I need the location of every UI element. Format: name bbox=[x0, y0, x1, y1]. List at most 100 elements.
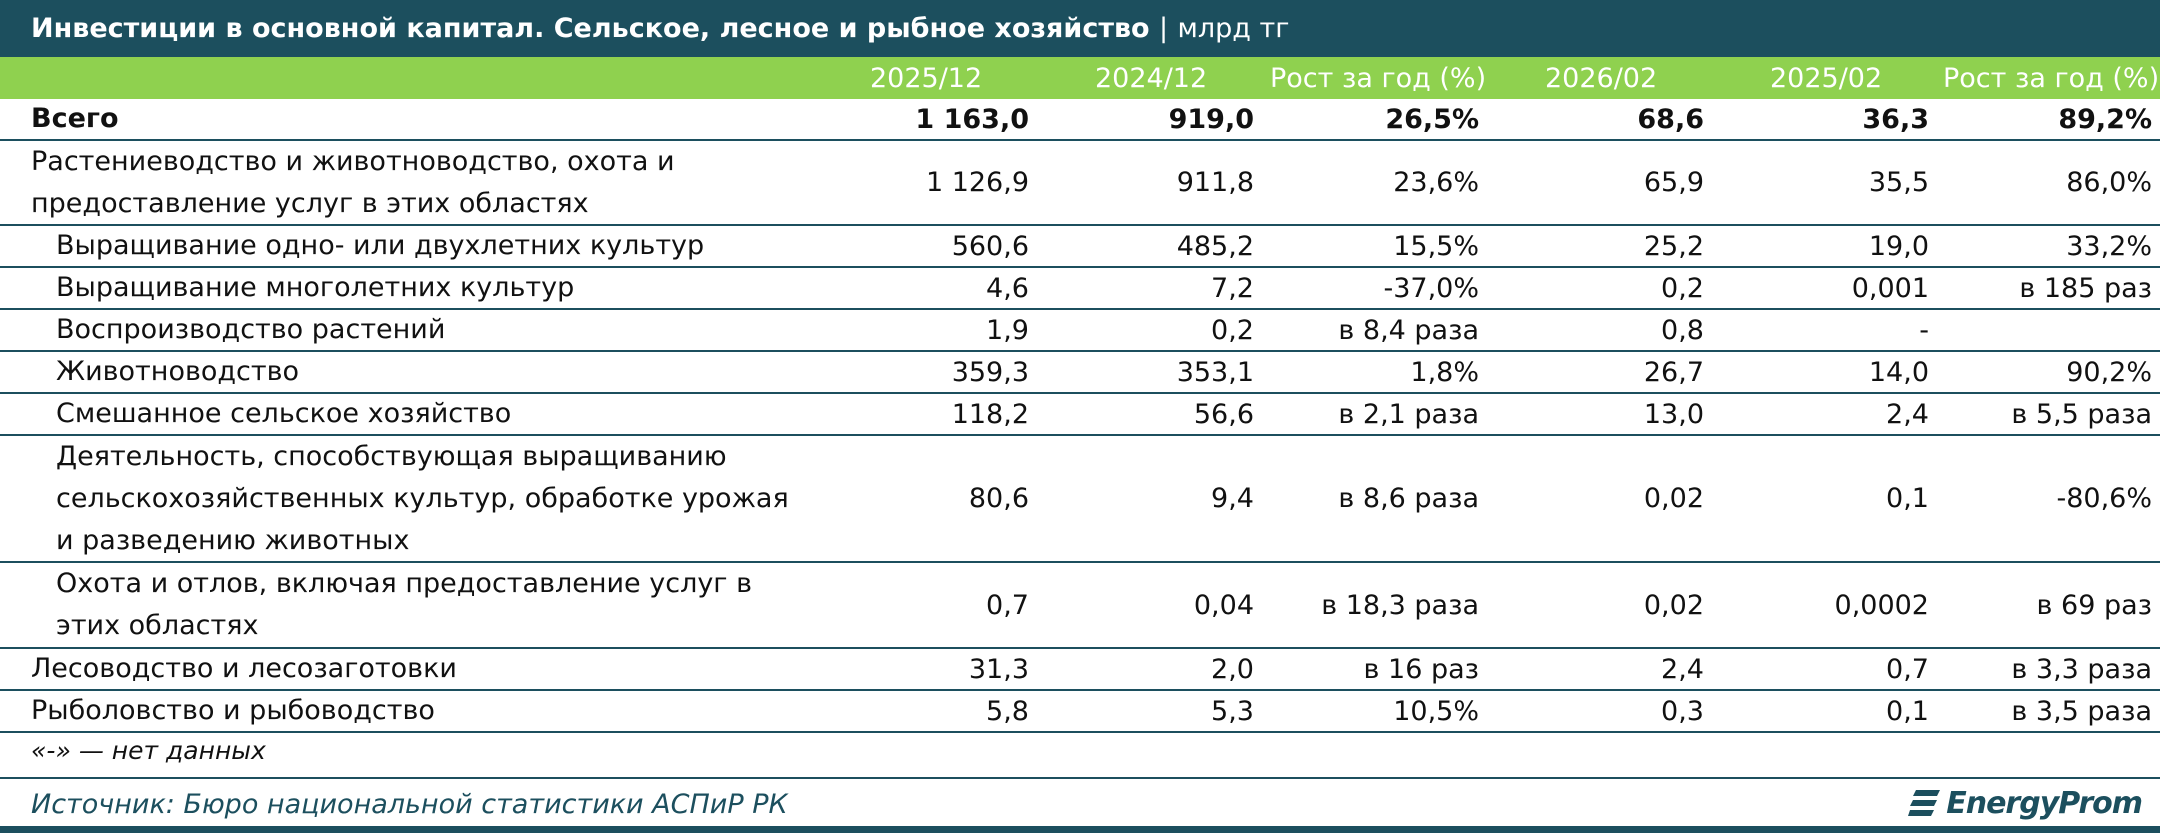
table-row: Лесоводство и лесозаготовки 31,3 2,0 в 16 р… bbox=[0, 649, 2160, 691]
table-cell: 26,7 bbox=[1643, 356, 1704, 388]
table-cell: 23,6% bbox=[1393, 167, 1479, 198]
table-cell: в 3,5 раза bbox=[2011, 695, 2152, 727]
table-cell: 0,2 bbox=[1661, 272, 1704, 304]
table-cell: 56,6 bbox=[1193, 398, 1254, 430]
row-label: Охота и отлов, включая предоставление ус… bbox=[56, 568, 752, 641]
column-header: 2025/02 bbox=[1770, 63, 1883, 94]
table-cell: 0,1 bbox=[1886, 483, 1929, 514]
brand-logo: EnergyProm bbox=[1908, 782, 2143, 824]
table-cell: в 16 раз bbox=[1363, 653, 1479, 685]
table-cell: 359,3 bbox=[951, 356, 1029, 388]
table-cell: 35,5 bbox=[1868, 167, 1929, 198]
table-cell: 919,0 bbox=[1168, 103, 1254, 135]
row-label: Выращивание одно- или двухлетних культур bbox=[56, 230, 705, 261]
table-row: Растениеводство и животноводство, охота … bbox=[0, 141, 2160, 226]
table-cell: в 2,1 раза bbox=[1338, 398, 1479, 430]
table-cell: 1 126,9 bbox=[925, 167, 1029, 198]
table-cell: 68,6 bbox=[1637, 103, 1704, 135]
table-cell: 86,0% bbox=[2066, 167, 2152, 198]
table-row: Деятельность, способствующая выращиванию… bbox=[0, 436, 2160, 563]
table-cell: 89,2% bbox=[2058, 103, 2152, 135]
table-row: Всего 1 163,0 919,0 26,5% 68,6 36,3 89,2% bbox=[0, 99, 2160, 141]
table-cell: в 5,5 раза bbox=[2011, 398, 2152, 430]
table-cell: 2,4 bbox=[1886, 398, 1929, 430]
table-cell: 36,3 bbox=[1862, 103, 1929, 135]
footer-divider bbox=[0, 777, 2160, 779]
table-row: Животноводство 359,3 353,1 1,8% 26,7 14,0 90,2… bbox=[0, 352, 2160, 394]
title-separator: | bbox=[1159, 13, 1169, 44]
table-cell: 0,7 bbox=[986, 589, 1029, 621]
table-cell: 0,3 bbox=[1661, 695, 1704, 727]
source-text: Источник: Бюро национальной статистики А… bbox=[31, 789, 788, 820]
table-cell: в 18,3 раза bbox=[1321, 589, 1479, 621]
title-bar: Инвестиции в основной капитал. Сельское,… bbox=[0, 0, 2160, 57]
table-cell: 0,0002 bbox=[1834, 589, 1929, 621]
table-cell: 485,2 bbox=[1176, 230, 1254, 262]
table-cell: 19,0 bbox=[1868, 230, 1929, 262]
row-label: Деятельность, способствующая выращиванию… bbox=[56, 440, 789, 556]
table-cell: 911,8 bbox=[1176, 167, 1254, 198]
table-cell: в 185 раз bbox=[2019, 272, 2152, 304]
table-cell: 5,8 bbox=[986, 695, 1029, 727]
table-cell: 0,2 bbox=[1211, 314, 1254, 346]
table-cell: 15,5% bbox=[1393, 230, 1479, 262]
table-cell: 31,3 bbox=[968, 653, 1029, 685]
footnote: «-» — нет данных bbox=[31, 736, 266, 765]
title-text: Инвестиции в основной капитал. Сельское,… bbox=[31, 13, 1150, 44]
table-cell: 0,7 bbox=[1886, 653, 1929, 685]
table-cell: 80,6 bbox=[968, 483, 1029, 514]
column-header: 2025/12 bbox=[870, 63, 983, 94]
table-cell: 2,4 bbox=[1661, 653, 1704, 685]
bottom-bar bbox=[0, 826, 2160, 833]
table-cell: 10,5% bbox=[1393, 695, 1479, 727]
table-cell: 25,2 bbox=[1643, 230, 1704, 262]
column-header: 2026/02 bbox=[1545, 63, 1658, 94]
table-cell: 0,02 bbox=[1643, 483, 1704, 514]
table-cell: 0,02 bbox=[1643, 589, 1704, 621]
table-row: Охота и отлов, включая предоставление ус… bbox=[0, 563, 2160, 649]
row-label: Всего bbox=[31, 103, 119, 134]
row-label: Животноводство bbox=[56, 356, 300, 387]
table-cell: 65,9 bbox=[1643, 167, 1704, 198]
table-cell bbox=[1932, 310, 2152, 350]
column-header-row: 2025/12 2024/12 Рост за год (%) 2026/02 2025… bbox=[0, 57, 2160, 99]
table-cell: 1,9 bbox=[986, 314, 1029, 346]
table-row: Рыболовство и рыбоводство 5,8 5,3 10,5% 0,3 0… bbox=[0, 691, 2160, 733]
row-label: Выращивание многолетних культур bbox=[56, 272, 575, 303]
row-label: Растениеводство и животноводство, охота … bbox=[31, 145, 675, 219]
brand-name: EnergyProm bbox=[1946, 785, 2143, 821]
column-header: Рост за год (%) bbox=[1943, 63, 2160, 94]
table-row: Выращивание многолетних культур 4,6 7,2 -37… bbox=[0, 268, 2160, 310]
table-row: Выращивание одно- или двухлетних культур… bbox=[0, 226, 2160, 268]
column-header: 2024/12 bbox=[1095, 63, 1208, 94]
table-cell: - bbox=[1919, 314, 1929, 346]
table-cell: 9,4 bbox=[1211, 483, 1254, 514]
table-cell: 14,0 bbox=[1868, 356, 1929, 388]
row-label: Смешанное сельское хозяйство bbox=[56, 398, 512, 429]
table-cell: 33,2% bbox=[2066, 230, 2152, 262]
table-cell: 1 163,0 bbox=[915, 103, 1029, 135]
table-cell: 0,1 bbox=[1886, 695, 1929, 727]
table-cell: 13,0 bbox=[1643, 398, 1704, 430]
table-title: Инвестиции в основной капитал. Сельское,… bbox=[0, 13, 1289, 44]
table-row: Воспроизводство растений 1,9 0,2 в 8,4 раза… bbox=[0, 310, 2160, 352]
unit-label: млрд тг bbox=[1177, 13, 1290, 44]
table-cell: в 8,4 раза bbox=[1338, 314, 1479, 346]
table-cell: 5,3 bbox=[1211, 695, 1254, 727]
table-cell: 7,2 bbox=[1211, 272, 1254, 304]
row-label: Лесоводство и лесозаготовки bbox=[31, 653, 457, 684]
table-cell: -37,0% bbox=[1383, 272, 1479, 304]
table-cell: в 3,3 раза bbox=[2011, 653, 2152, 685]
column-header: Рост за год (%) bbox=[1270, 63, 1487, 94]
table-cell: 353,1 bbox=[1176, 356, 1254, 388]
table-cell: 0,001 bbox=[1851, 272, 1929, 304]
table-cell: 26,5% bbox=[1385, 103, 1479, 135]
table-cell: 560,6 bbox=[951, 230, 1029, 262]
table-cell: в 69 раз bbox=[2036, 589, 2152, 621]
row-label: Рыболовство и рыбоводство bbox=[31, 695, 435, 726]
table-row: Смешанное сельское хозяйство 118,2 56,6 в 2… bbox=[0, 394, 2160, 436]
energyprom-logo-icon bbox=[1908, 790, 1941, 816]
table-cell: в 8,6 раза bbox=[1338, 483, 1479, 514]
table-cell: 1,8% bbox=[1410, 356, 1479, 388]
